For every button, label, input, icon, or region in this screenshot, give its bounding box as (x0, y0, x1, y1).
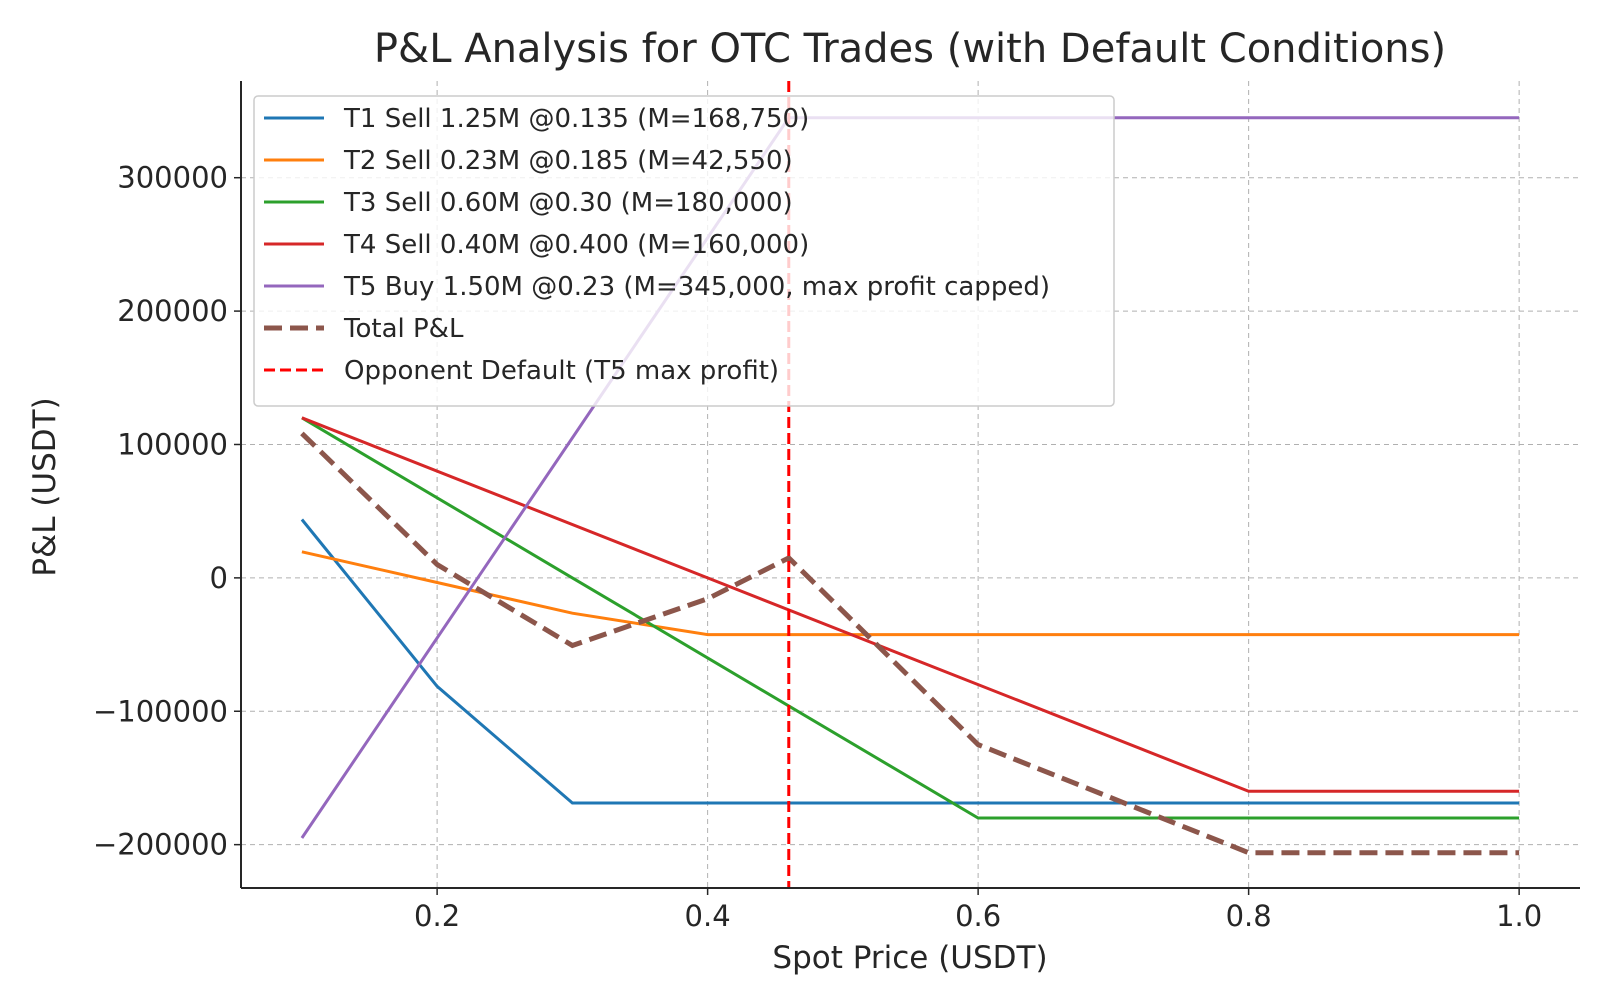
x-tick-label: 0.8 (1226, 899, 1272, 933)
x-tick-label: 1.0 (1496, 899, 1542, 933)
y-tick-label: 100000 (117, 427, 228, 461)
legend-label: Total P&L (343, 314, 464, 344)
legend-label: T3 Sell 0.60M @0.30 (M=180,000) (343, 188, 793, 218)
y-tick-label: 300000 (117, 161, 228, 195)
legend-label: T1 Sell 1.25M @0.135 (M=168,750) (343, 104, 809, 134)
y-tick-label: −200000 (93, 828, 228, 862)
legend-label: T4 Sell 0.40M @0.400 (M=160,000) (343, 230, 809, 260)
legend-box (253, 95, 1115, 407)
series-line (300, 431, 1520, 856)
series-line (301, 550, 1520, 637)
legend-label: Opponent Default (T5 max profit) (344, 356, 779, 386)
series-line (301, 416, 1520, 793)
chart-title: P&L Analysis for OTC Trades (with Defaul… (374, 26, 1446, 72)
legend-label: T2 Sell 0.23M @0.185 (M=42,550) (343, 146, 793, 176)
legend: T1 Sell 1.25M @0.135 (M=168,750) T2 Sell … (253, 95, 1115, 407)
x-tick-label: 0.4 (685, 899, 731, 933)
x-tick-label: 0.2 (414, 899, 460, 933)
series-line (300, 518, 1520, 805)
axes (240, 81, 1580, 889)
series-line (301, 416, 1520, 820)
y-tick-label: −100000 (93, 694, 228, 728)
x-axis-label: Spot Price (USDT) (772, 940, 1047, 976)
y-tick-label: 0 (210, 561, 228, 595)
x-tick-label: 0.6 (955, 899, 1001, 933)
y-tick-label: 200000 (117, 294, 228, 328)
y-axis-label: P&L (USDT) (27, 397, 63, 576)
ticks: 0.2 0.4 0.6 0.8 1.0 −200000 −100000 0 100000 2000… (93, 161, 1542, 933)
legend-label: T5 Buy 1.50M @0.23 (M=345,000, max profi… (343, 272, 1050, 302)
